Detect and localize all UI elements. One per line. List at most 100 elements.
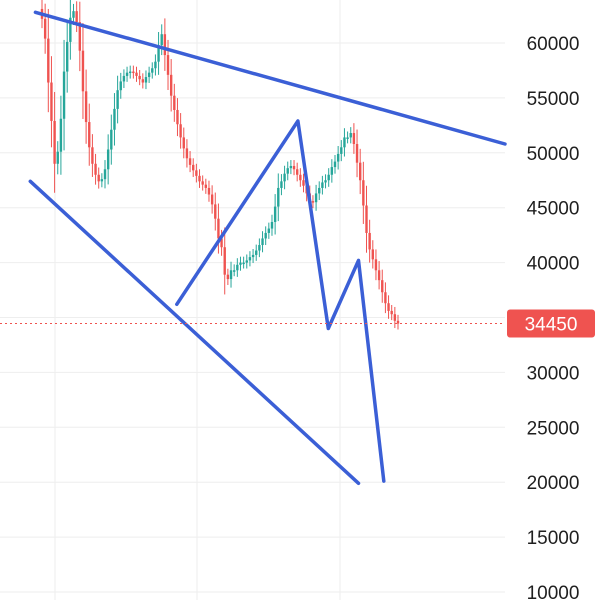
candle-body <box>377 270 381 281</box>
candle-body <box>78 22 82 51</box>
candle-body <box>292 165 296 170</box>
candle-body <box>69 17 72 42</box>
candle-body <box>210 194 214 205</box>
candle-body <box>192 164 195 171</box>
candle-body <box>138 75 141 80</box>
candle-body <box>321 182 324 188</box>
candle-body <box>59 118 63 152</box>
candle-body <box>195 170 198 176</box>
candle-body <box>236 264 239 271</box>
candle-body <box>179 124 182 138</box>
candle-body <box>53 120 56 164</box>
y-tick-label: 40000 <box>527 254 580 275</box>
y-tick-label: 15000 <box>527 528 580 549</box>
current-price-tag-bg <box>507 309 595 338</box>
candle-body <box>251 254 255 258</box>
candle-body <box>229 270 233 280</box>
current-price-label: 34450 <box>525 315 578 336</box>
candle-body <box>239 262 242 265</box>
candle-body <box>135 72 138 76</box>
candle-body <box>217 218 220 239</box>
candle-body <box>188 158 192 165</box>
candle-body <box>355 144 359 163</box>
candle-body <box>365 205 368 233</box>
candle-body <box>66 41 69 72</box>
candle-body <box>330 167 334 175</box>
candle-body <box>264 232 267 239</box>
candle-body <box>390 310 393 315</box>
candle-body <box>122 75 126 82</box>
candle-body <box>173 95 176 110</box>
candle-body <box>119 81 122 91</box>
candle-body <box>343 137 346 148</box>
candle-body <box>110 129 113 150</box>
candle-body <box>248 257 252 261</box>
candle-body <box>336 153 340 162</box>
current-price-tag: 34450 <box>507 309 595 338</box>
candle-body <box>318 187 321 194</box>
y-tick-label: 20000 <box>527 473 580 494</box>
candle-body <box>261 238 264 246</box>
candle-body <box>374 259 378 271</box>
candle-body <box>381 280 384 293</box>
candle-body <box>396 320 400 324</box>
candle-body <box>267 228 271 233</box>
candle-body <box>116 90 119 109</box>
candle-body <box>144 77 148 83</box>
y-tick-label: 50000 <box>527 144 580 165</box>
candle-body <box>166 55 170 75</box>
y-tick-label: 60000 <box>527 34 580 55</box>
candle-body <box>129 71 132 74</box>
candle-body <box>94 163 97 175</box>
trend-drawings <box>28 10 507 486</box>
candlestick-series <box>40 0 400 330</box>
candle-body <box>207 187 211 195</box>
candle-body <box>346 137 349 139</box>
candle-body <box>393 314 397 321</box>
candle-body <box>151 68 154 73</box>
candle-body <box>132 71 135 74</box>
candle-body <box>286 168 289 174</box>
candle-body <box>147 72 151 78</box>
candle-body <box>362 180 365 206</box>
trendline-1[interactable] <box>33 10 507 146</box>
candle-body <box>273 206 277 222</box>
candle-body <box>125 72 129 76</box>
candle-body <box>169 74 173 96</box>
trendline-2[interactable] <box>28 179 361 486</box>
y-tick-label: 45000 <box>527 199 580 220</box>
candle-body <box>160 34 163 46</box>
candle-body <box>255 250 258 255</box>
candle-body <box>91 147 94 164</box>
candle-body <box>100 179 104 182</box>
candle-body <box>157 45 160 62</box>
candle-body <box>295 169 299 175</box>
candle-body <box>75 11 78 23</box>
candle-body <box>324 180 327 183</box>
candle-body <box>340 147 343 154</box>
candle-body <box>50 82 53 121</box>
candle-body <box>333 161 337 168</box>
candle-body <box>62 71 66 119</box>
candle-body <box>384 292 387 304</box>
candle-body <box>43 18 47 39</box>
candle-body <box>358 162 362 181</box>
y-tick-label: 25000 <box>527 418 580 439</box>
projection-path[interactable] <box>175 119 386 483</box>
candle-body <box>226 274 230 280</box>
candle-body <box>283 173 286 182</box>
candle-body <box>277 187 280 207</box>
candle-body <box>163 34 167 56</box>
candle-body <box>368 232 371 250</box>
candle-body <box>103 169 107 180</box>
candle-body <box>154 61 157 69</box>
candle-body <box>352 133 356 145</box>
candle-body <box>204 184 208 188</box>
candle-body <box>223 247 226 275</box>
candle-body <box>349 133 352 138</box>
candle-body <box>214 204 217 219</box>
candle-body <box>289 165 293 169</box>
candle-body <box>84 91 88 123</box>
candle-body <box>47 38 50 83</box>
